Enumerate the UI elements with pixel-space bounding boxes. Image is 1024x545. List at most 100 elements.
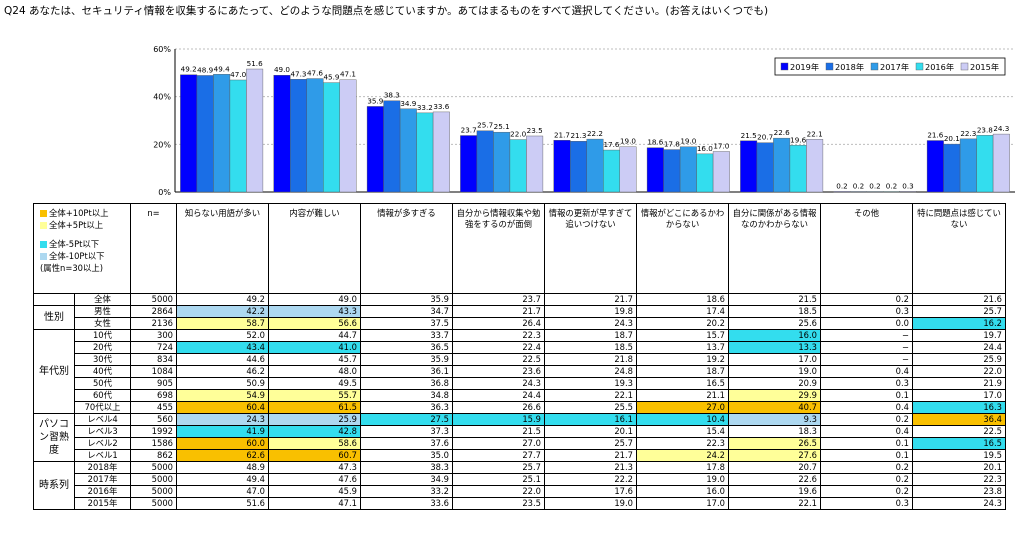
row-label: 男性 — [74, 305, 131, 318]
table-header-row: 全体+10Pt以上 全体+5Pt以上 全体-5Pt以下 全体-10Pt以下 (属性n=3… — [33, 203, 1006, 294]
data-label: 23.7 — [461, 126, 477, 135]
value-cell: 24.4 — [452, 389, 545, 402]
value-cell: 23.6 — [452, 365, 545, 378]
bar — [196, 75, 214, 193]
value-cell: 22.5 — [452, 353, 545, 366]
row-label: レベル3 — [74, 425, 131, 438]
value-cell: 16.5 — [912, 437, 1006, 450]
data-label: 49.4 — [214, 64, 230, 73]
value-cell: 27.5 — [360, 413, 453, 426]
legend-entry: 2018年 — [835, 62, 864, 72]
data-label: 21.5 — [741, 131, 757, 140]
column-header: 情報が多すぎる — [360, 203, 453, 294]
value-cell: − — [820, 341, 913, 354]
table-row: 30代 834 44.6 45.7 35.9 22.5 21.8 19.2 17.0−25.9 — [34, 353, 1006, 366]
legend-entry: 2015年 — [970, 62, 999, 72]
data-label: 47.6 — [307, 69, 323, 78]
sample-size: 2864 — [130, 305, 177, 318]
value-cell: 49.5 — [268, 377, 361, 390]
value-cell: 43.3 — [268, 305, 361, 318]
value-cell: 0.3 — [820, 305, 913, 318]
value-cell: 36.1 — [360, 365, 453, 378]
bar — [570, 141, 587, 193]
value-cell: 18.3 — [728, 425, 821, 438]
value-cell: 0.2 — [820, 485, 913, 498]
group-label: 性別 — [33, 305, 75, 330]
table-row: 時系列 2018年 5000 48.9 47.3 38.3 25.7 21.3 17.8 20.7… — [33, 461, 1006, 510]
y-tick-label: 20% — [153, 140, 171, 149]
value-cell: 0.2 — [820, 293, 913, 306]
value-cell: 22.5 — [912, 425, 1006, 438]
value-cell: 25.6 — [728, 317, 821, 330]
value-cell: 34.9 — [360, 473, 453, 486]
data-label: 0.2 — [869, 182, 880, 191]
value-cell: 19.0 — [728, 365, 821, 378]
bar — [416, 112, 434, 193]
value-cell: 21.6 — [912, 293, 1006, 306]
highlight-label: 全体-5Pt以下 — [49, 239, 100, 249]
bar — [526, 135, 544, 193]
table-row: 性別 男性 2864 42.2 43.3 34.7 21.7 19.8 17.4 18.5 0.3 2… — [33, 305, 1006, 330]
bar — [866, 191, 884, 193]
value-cell: 35.9 — [360, 353, 453, 366]
value-cell: 47.0 — [176, 485, 269, 498]
table-row: 2017年 5000 49.4 47.6 34.9 25.1 22.2 19.0 22.6 0.2… — [34, 473, 1006, 486]
bar — [509, 139, 527, 193]
data-label: 19.0 — [620, 137, 636, 146]
sample-size: 724 — [130, 341, 177, 354]
value-cell: 47.3 — [268, 461, 361, 474]
value-cell: 16.0 — [636, 485, 729, 498]
table-row: 50代 905 50.9 49.5 36.8 24.3 19.3 16.5 20.9 0.3 21.… — [34, 377, 1006, 390]
bar — [789, 145, 807, 193]
value-cell: 48.0 — [268, 365, 361, 378]
value-cell: 18.7 — [544, 329, 637, 342]
row-label: 30代 — [74, 353, 131, 366]
table-row: レベル2 1586 60.0 58.6 37.6 27.0 25.7 22.3 26.5 0.1 1… — [34, 437, 1006, 450]
data-label: 18.6 — [647, 138, 663, 147]
value-cell: − — [820, 329, 913, 342]
value-cell: 16.1 — [544, 413, 637, 426]
value-cell: 51.6 — [176, 497, 269, 510]
data-label: 21.3 — [570, 131, 586, 140]
bar — [399, 108, 417, 193]
group-label: パソコン習熟度 — [33, 413, 75, 462]
value-cell: 10.4 — [636, 413, 729, 426]
value-cell: 0.4 — [820, 365, 913, 378]
value-cell: 22.6 — [728, 473, 821, 486]
value-cell: 21.5 — [452, 425, 545, 438]
value-cell: 20.2 — [636, 317, 729, 330]
value-cell: 0.0 — [820, 317, 913, 330]
data-label: 47.3 — [290, 69, 306, 78]
bar — [696, 153, 714, 193]
value-cell: 22.1 — [728, 497, 821, 510]
value-cell: 61.5 — [268, 401, 361, 414]
value-cell: 23.5 — [452, 497, 545, 510]
value-cell: 21.1 — [636, 389, 729, 402]
value-cell: 46.2 — [176, 365, 269, 378]
value-cell: 22.4 — [452, 341, 545, 354]
bar — [773, 137, 791, 193]
bar — [926, 140, 944, 193]
value-cell: 19.7 — [912, 329, 1006, 342]
value-cell: 22.3 — [912, 473, 1006, 486]
value-cell: 25.9 — [268, 413, 361, 426]
bar — [992, 133, 1010, 193]
value-cell: 22.1 — [544, 389, 637, 402]
bar — [476, 130, 494, 193]
value-cell: 38.3 — [360, 461, 453, 474]
value-cell: 23.8 — [912, 485, 1006, 498]
row-label: 全体 — [74, 293, 131, 306]
column-header: 内容が難しい — [268, 203, 361, 294]
highlight-swatch — [40, 209, 47, 217]
value-cell: 9.3 — [728, 413, 821, 426]
data-label: 33.2 — [417, 103, 433, 112]
data-label: 17.8 — [664, 140, 680, 149]
value-cell: 26.5 — [728, 437, 821, 450]
highlight-swatch — [40, 240, 47, 248]
column-header: 情報がどこにあるかわからない — [636, 203, 729, 294]
highlight-legend-item: 全体+5Pt以上 — [40, 219, 128, 231]
row-label: 2018年 — [74, 461, 131, 474]
table-row: 60代 698 54.9 55.7 34.8 24.4 22.1 21.1 29.9 0.1 17.… — [34, 389, 1006, 402]
data-label: 35.9 — [367, 96, 383, 105]
sample-size: 5000 — [130, 461, 177, 474]
